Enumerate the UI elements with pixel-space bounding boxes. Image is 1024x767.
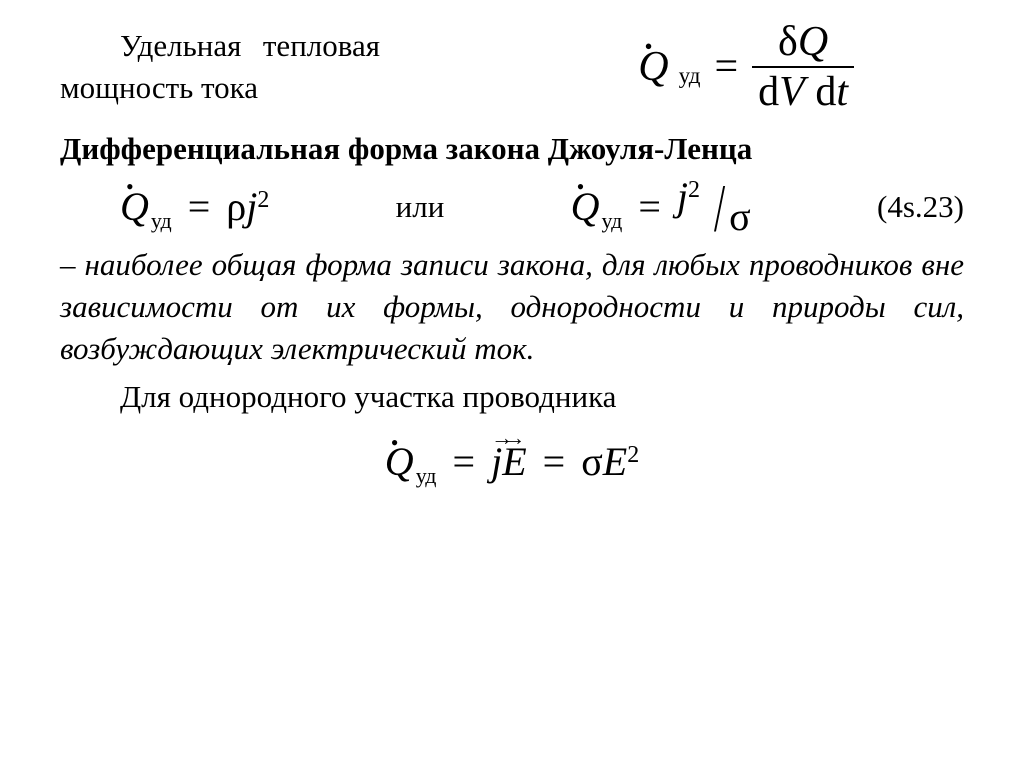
j-2b: j [677,174,688,219]
row-differential-forms: • Q уд = ρj2 или • Q уд = j2 /σ (4s.23) [60,180,964,234]
equals-sign: = [714,39,738,96]
paragraph-homogeneous: Для однородного участка проводника [60,376,964,418]
symbol-Q-2b: Q [571,184,600,229]
vector-j: → j [491,435,502,489]
dot-icon: • [577,172,585,202]
formula-j2-over-sigma: • Q уд = j2 /σ [571,180,751,234]
fraction-numerator: δQ [772,20,834,66]
dot-icon: • [645,31,653,62]
symbol-Q-num: Q [798,19,828,65]
equals-sign: = [453,439,476,484]
row-intro-and-definition: Удельная тепловая мощность тока • Q уд =… [60,20,964,114]
E-3b: E [603,439,627,484]
q-dot-symbol-2a: • Q [120,180,149,234]
vector-E: → E [502,435,526,489]
subscript-ud-3: уд [416,463,437,488]
equals-sign: = [543,439,566,484]
sigma-3: σ [581,439,603,484]
intro-text: Удельная тепловая мощность тока [60,25,380,109]
heading-differential-form: Дифференциальная форма закона Джоуля-Лен… [60,128,964,170]
exp-2a: 2 [257,187,269,213]
subscript-ud-2a: уд [151,208,172,233]
V: V [779,69,805,115]
dot-icon: • [391,428,399,458]
exp-2b: 2 [688,177,700,203]
paragraph-explanation: – наиболее общая форма записи закона, дл… [60,244,964,370]
dot-icon: • [126,172,134,202]
equation-number: (4s.23) [877,186,964,228]
d1: d [758,69,779,115]
q-dot-symbol: • Q [638,39,668,96]
big-slash: / [714,163,725,255]
arrow-icon: → [502,423,526,453]
subscript-ud: уд [679,60,701,91]
arrow-icon: → [491,423,502,453]
subscript-ud-2b: уд [602,208,623,233]
j-2a: j [246,184,257,229]
formula-rho-j2: • Q уд = ρj2 [120,180,269,234]
symbol-Q: Q [638,44,668,90]
q-dot-symbol-3: • Q [385,435,414,489]
fraction-denominator: dV dt [752,66,854,114]
rho: ρ [226,184,246,229]
page: Удельная тепловая мощность тока • Q уд =… [0,0,1024,509]
fraction: δQ dV dt [752,20,854,114]
t: t [836,69,848,115]
symbol-Q-3: Q [385,439,414,484]
symbol-Q-2a: Q [120,184,149,229]
equals-sign: = [188,184,211,229]
or-text: или [396,186,445,228]
q-dot-symbol-2b: • Q [571,180,600,234]
sigma-2b: σ [729,194,751,239]
equals-sign: = [638,184,661,229]
exp-3: 2 [627,442,639,468]
formula-vector-form: • Q уд = → j → E = σE2 [60,435,964,489]
formula-definition: • Q уд = δQ dV dt [638,20,854,114]
d2: d [815,69,836,115]
